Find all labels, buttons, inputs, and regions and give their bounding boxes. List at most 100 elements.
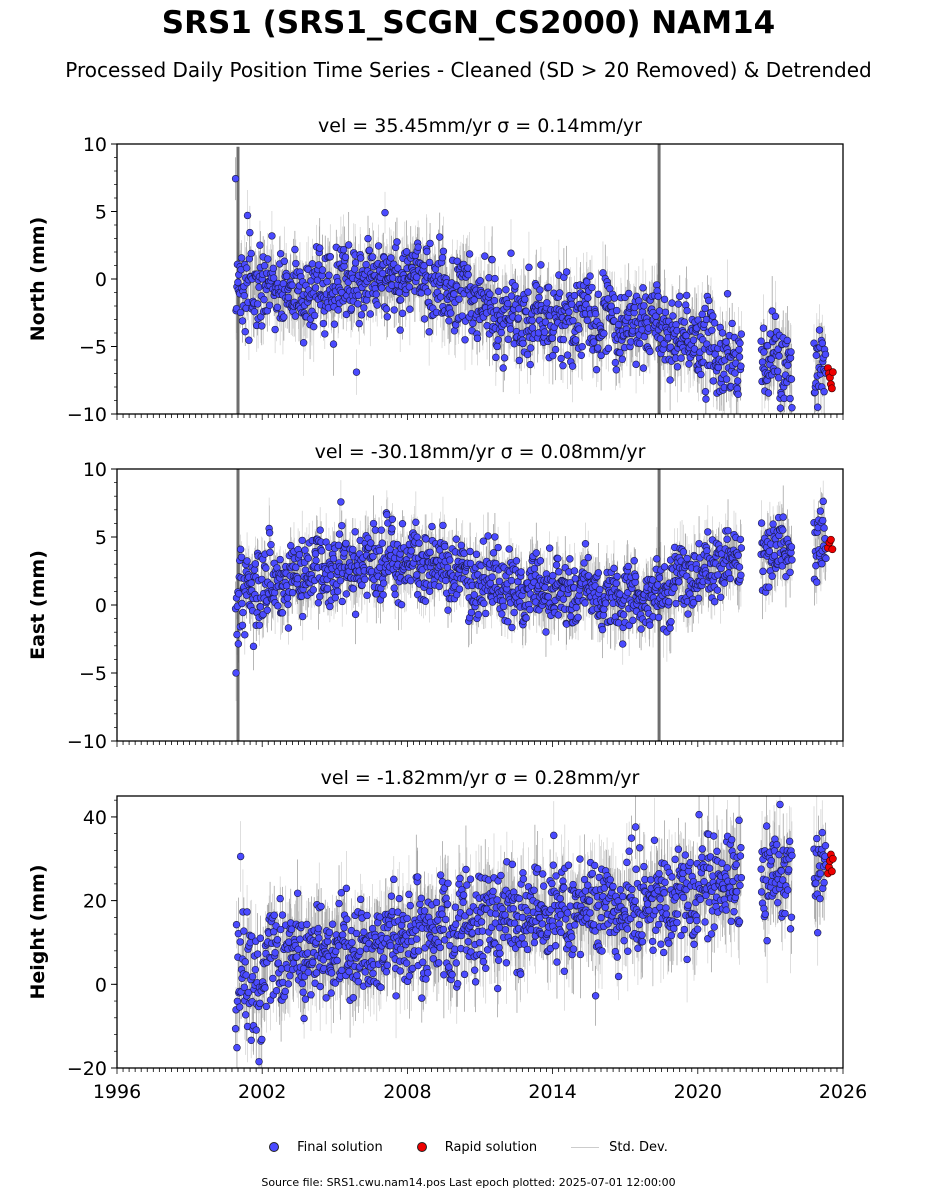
final-solution-point <box>497 328 506 337</box>
final-solution-point <box>701 388 710 396</box>
final-solution-point <box>728 319 736 328</box>
final-solution-point <box>674 300 683 308</box>
final-solution-point <box>787 375 796 383</box>
final-solution-point <box>383 313 392 321</box>
final-solution-point <box>338 597 346 606</box>
final-solution-point <box>395 288 403 297</box>
final-solution-point <box>704 528 712 536</box>
final-solution-point <box>466 547 474 556</box>
final-solution-point <box>660 563 669 571</box>
final-solution-point <box>583 316 592 325</box>
final-solution-point <box>566 555 574 563</box>
final-solution-point <box>517 568 525 576</box>
final-solution-point <box>482 609 490 618</box>
final-solution-point <box>494 287 503 296</box>
final-solution-point <box>283 594 292 602</box>
final-solution-point <box>316 244 324 252</box>
final-solution-point <box>731 369 739 377</box>
final-solution-point <box>238 317 247 325</box>
final-solution-point <box>295 551 304 559</box>
final-solution-point <box>421 597 430 605</box>
final-solution-point <box>338 521 346 530</box>
final-solution-point <box>737 330 746 338</box>
final-solution-point <box>488 573 496 581</box>
final-solution-point <box>466 559 475 568</box>
final-solution-point <box>291 312 300 320</box>
final-solution-point <box>769 520 777 528</box>
final-solution-point <box>507 249 515 257</box>
final-solution-point <box>321 330 329 338</box>
final-solution-point <box>639 364 648 372</box>
final-solution-point <box>389 274 397 282</box>
final-solution-point <box>256 241 264 249</box>
final-solution-point <box>783 336 792 345</box>
y-axis-label: North (mm) <box>27 217 49 342</box>
final-solution-point <box>381 208 389 217</box>
final-solution-point <box>714 571 722 579</box>
final-solution-point <box>316 526 324 534</box>
final-solution-point <box>709 312 717 320</box>
final-solution-point <box>425 258 434 267</box>
final-solution-point <box>271 325 279 334</box>
y-tick-label: −10 <box>67 404 107 426</box>
final-solution-point <box>759 567 767 576</box>
final-solution-point <box>288 588 297 597</box>
final-solution-point <box>402 248 411 256</box>
final-solution-point <box>251 560 260 568</box>
final-solution-point <box>667 618 675 626</box>
final-solution-point <box>439 247 448 255</box>
final-solution-point <box>232 669 240 677</box>
final-solution-point <box>672 599 680 608</box>
final-solution-point <box>600 329 608 338</box>
final-solution-point <box>774 374 783 382</box>
final-solution-point <box>521 295 529 304</box>
final-solution-point <box>734 551 742 559</box>
final-solution-point <box>562 268 571 276</box>
final-solution-point <box>241 327 249 336</box>
final-solution-point <box>443 563 452 572</box>
final-solution-point <box>680 318 689 326</box>
final-solution-point <box>293 574 302 583</box>
final-solution-point <box>549 351 557 360</box>
final-solution-point <box>577 351 586 360</box>
final-solution-point <box>768 572 776 580</box>
final-solution-point <box>247 579 255 587</box>
final-solution-point <box>818 560 826 568</box>
final-solution-point <box>570 567 579 575</box>
final-solution-point <box>543 299 551 307</box>
final-solution-point <box>310 322 318 331</box>
final-solution-point <box>820 388 828 396</box>
final-solution-point <box>240 291 249 300</box>
final-solution-point <box>636 339 644 348</box>
final-solution-point <box>441 542 449 551</box>
final-solution-point <box>453 257 461 265</box>
final-solution-point <box>523 350 532 359</box>
final-solution-point <box>586 272 594 280</box>
final-solution-point <box>819 516 827 525</box>
final-solution-point <box>822 554 830 563</box>
final-solution-point <box>233 630 241 639</box>
final-solution-point <box>465 250 474 258</box>
final-solution-point <box>361 575 369 584</box>
final-solution-point <box>344 241 353 249</box>
final-solution-point <box>406 305 414 313</box>
final-solution-point <box>362 260 370 269</box>
final-solution-point <box>515 305 523 313</box>
final-solution-point <box>383 510 391 519</box>
final-solution-point <box>590 338 598 346</box>
final-solution-point <box>675 578 683 586</box>
final-solution-point <box>379 579 388 587</box>
final-solution-point <box>514 314 523 322</box>
final-solution-point <box>234 278 242 287</box>
final-solution-point <box>315 261 323 269</box>
final-solution-point <box>594 290 603 299</box>
final-solution-point <box>552 561 561 569</box>
final-solution-point <box>298 536 306 545</box>
final-solution-point <box>737 544 746 552</box>
final-solution-point <box>815 326 824 334</box>
final-solution-point <box>436 293 445 301</box>
final-solution-point <box>786 394 794 403</box>
final-solution-point <box>733 377 742 385</box>
final-solution-point <box>660 295 669 304</box>
final-solution-point <box>355 319 363 328</box>
